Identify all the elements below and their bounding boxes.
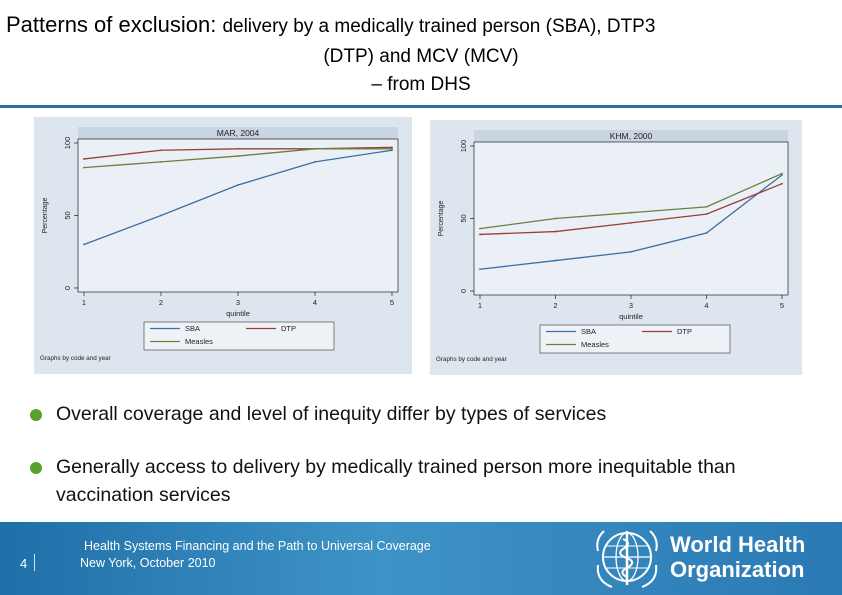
x-tick-label: 1	[82, 298, 86, 307]
slide-title-line2: (DTP) and MCV (MCV)	[323, 46, 519, 67]
data-point-sba	[391, 149, 393, 152]
slide-title-line3: – from DHS	[371, 74, 471, 95]
data-point-dtp	[630, 221, 632, 224]
data-point-sba	[83, 243, 85, 246]
chart-mar-2004: MAR, 2004 0 50 100 Percentage 1 2 3 4 5 quintile SB…	[34, 117, 412, 374]
legend-label-dtp: DTP	[677, 327, 692, 336]
y-tick-label: 50	[459, 214, 468, 222]
chart-title: KHM, 2000	[610, 131, 653, 141]
data-point-dtp	[781, 182, 783, 185]
plot-area	[77, 138, 399, 293]
slide-title: Patterns of exclusion: delivery by a med…	[6, 12, 836, 38]
page-number: 4	[20, 556, 28, 571]
legend-label-sba: SBA	[185, 324, 200, 333]
legend-label-dtp: DTP	[281, 324, 296, 333]
legend	[539, 324, 731, 354]
chart-svg: MAR, 2004 0 50 100 Percentage 1 2 3 4 5 quintile SB…	[40, 127, 399, 362]
x-tick-label: 5	[780, 301, 784, 310]
footer-separator	[34, 554, 35, 571]
y-tick-label: 100	[459, 140, 468, 153]
y-axis-label: Percentage	[42, 197, 49, 233]
x-tick-label: 3	[236, 298, 240, 307]
slide-title-rest: delivery by a medically trained person (…	[222, 16, 656, 37]
chart-title-bar	[78, 127, 398, 139]
data-point-sba	[630, 250, 632, 253]
legend-label-sba: SBA	[581, 327, 596, 336]
data-point-measles	[554, 217, 557, 220]
x-tick-label: 2	[159, 298, 163, 307]
data-point-measles	[630, 211, 632, 214]
bullet-dot-icon	[30, 462, 42, 474]
x-axis-label: quintile	[619, 312, 643, 321]
chart-khm-2000: KHM, 2000 0 50 100 Percentage 1 2 3 4 5 quintile SB…	[430, 120, 802, 375]
chart-note: Graphs by code and year	[436, 356, 507, 363]
bullet-text-1: Overall coverage and level of inequity d…	[56, 403, 607, 425]
bullet-text-2: Generally access to delivery by medicall…	[56, 456, 736, 506]
x-tick-label: 1	[478, 301, 482, 310]
footer-line2: New York, October 2010	[80, 556, 216, 570]
bullet-dot-icon	[30, 409, 42, 421]
legend-label-measles: Measles	[581, 340, 609, 349]
chart-note: Graphs by code and year	[40, 355, 111, 362]
data-point-dtp	[705, 213, 708, 216]
chart-title: MAR, 2004	[217, 128, 260, 138]
data-point-measles	[781, 172, 783, 175]
x-tick-label: 5	[390, 298, 394, 307]
footer-bar: 4 Health Systems Financing and the Path …	[0, 522, 842, 595]
data-point-measles	[160, 160, 162, 163]
title-divider	[0, 105, 842, 108]
data-point-sba	[314, 160, 316, 163]
data-point-dtp	[83, 158, 85, 160]
slide-title-lead: Patterns of exclusion:	[6, 12, 223, 37]
data-point-dtp	[479, 233, 481, 236]
data-point-dtp	[237, 147, 239, 150]
legend	[143, 321, 335, 351]
y-tick-label: 0	[459, 289, 468, 293]
legend-label-measles: Measles	[185, 337, 213, 346]
y-tick-label: 50	[63, 211, 72, 219]
chart-title-bar	[474, 130, 788, 142]
data-point-sba	[705, 232, 708, 234]
data-point-measles	[237, 155, 239, 157]
data-point-measles	[314, 147, 316, 150]
y-tick-label: 100	[63, 137, 72, 150]
data-point-sba	[479, 268, 481, 271]
data-point-dtp	[391, 146, 393, 149]
data-point-sba	[554, 259, 557, 262]
x-tick-label: 2	[553, 301, 557, 310]
x-tick-label: 4	[313, 298, 317, 307]
x-tick-label: 4	[704, 301, 708, 310]
org-name-line1: World Health	[670, 532, 806, 557]
who-emblem-icon	[596, 530, 658, 588]
y-tick-label: 0	[63, 286, 72, 290]
data-point-sba	[237, 184, 239, 186]
data-point-measles	[479, 227, 481, 230]
x-axis-label: quintile	[226, 309, 250, 318]
chart-svg: KHM, 2000 0 50 100 Percentage 1 2 3 4 5 quintile SB…	[436, 130, 789, 363]
data-point-dtp	[160, 149, 162, 152]
org-name-line2: Organization	[670, 557, 805, 582]
y-axis-label: Percentage	[438, 200, 445, 236]
data-point-sba	[781, 174, 783, 176]
data-point-dtp	[554, 230, 557, 233]
data-point-measles	[705, 206, 708, 208]
plot-area	[473, 141, 789, 296]
footer-line1: Health Systems Financing and the Path to…	[84, 539, 431, 553]
data-point-sba	[160, 214, 162, 217]
data-point-measles	[83, 166, 85, 169]
data-point-measles	[391, 147, 393, 150]
x-tick-label: 3	[629, 301, 633, 310]
